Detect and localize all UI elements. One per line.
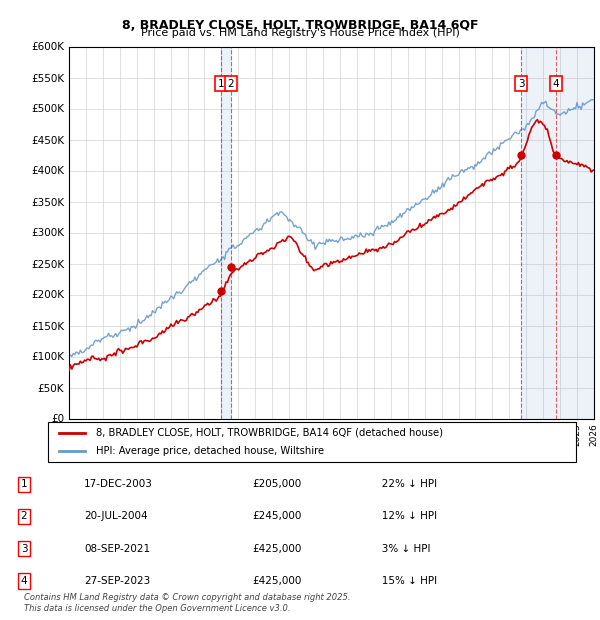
Text: 08-SEP-2021: 08-SEP-2021	[84, 544, 150, 554]
Text: 1: 1	[217, 79, 224, 89]
Text: 15% ↓ HPI: 15% ↓ HPI	[372, 576, 437, 586]
Text: 8, BRADLEY CLOSE, HOLT, TROWBRIDGE, BA14 6QF (detached house): 8, BRADLEY CLOSE, HOLT, TROWBRIDGE, BA14…	[95, 428, 443, 438]
FancyBboxPatch shape	[48, 422, 576, 462]
Bar	[221, 46, 231, 419]
Text: 20-JUL-2004: 20-JUL-2004	[84, 512, 148, 521]
Text: 3: 3	[20, 544, 28, 554]
Text: 22% ↓ HPI: 22% ↓ HPI	[372, 479, 437, 489]
Text: 8, BRADLEY CLOSE, HOLT, TROWBRIDGE, BA14 6QF: 8, BRADLEY CLOSE, HOLT, TROWBRIDGE, BA14…	[122, 19, 478, 32]
Text: 1: 1	[20, 479, 28, 489]
Text: £245,000: £245,000	[252, 512, 301, 521]
Text: 12% ↓ HPI: 12% ↓ HPI	[372, 512, 437, 521]
Text: 17-DEC-2003: 17-DEC-2003	[84, 479, 153, 489]
Text: 3: 3	[518, 79, 524, 89]
Text: 2: 2	[227, 79, 234, 89]
Text: 27-SEP-2023: 27-SEP-2023	[84, 576, 150, 586]
Text: Price paid vs. HM Land Registry's House Price Index (HPI): Price paid vs. HM Land Registry's House …	[140, 28, 460, 38]
Text: 4: 4	[553, 79, 559, 89]
Text: 2: 2	[20, 512, 28, 521]
Text: HPI: Average price, detached house, Wiltshire: HPI: Average price, detached house, Wilt…	[95, 446, 323, 456]
Text: £205,000: £205,000	[252, 479, 301, 489]
Text: 4: 4	[20, 576, 28, 586]
Text: £425,000: £425,000	[252, 576, 301, 586]
Text: Contains HM Land Registry data © Crown copyright and database right 2025.
This d: Contains HM Land Registry data © Crown c…	[24, 593, 350, 613]
Text: £425,000: £425,000	[252, 544, 301, 554]
Bar	[521, 46, 594, 419]
Text: 3% ↓ HPI: 3% ↓ HPI	[372, 544, 431, 554]
